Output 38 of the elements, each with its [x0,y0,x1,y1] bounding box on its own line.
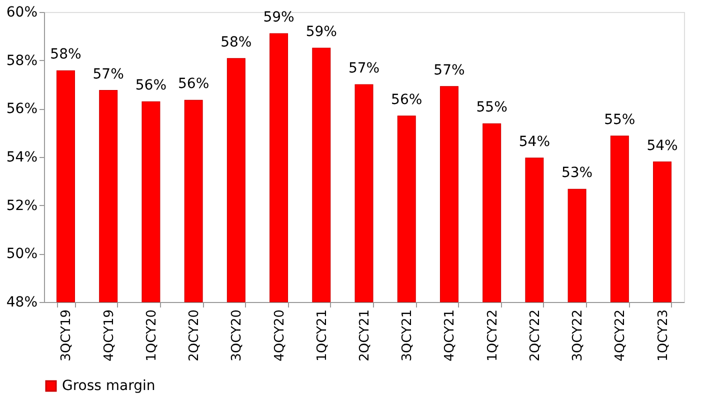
data-label: 56% [135,78,167,94]
x-tick-label: 4QCY20 [272,310,288,362]
data-label: 54% [646,138,678,154]
data-label: 55% [476,100,508,116]
data-label: 54% [518,134,550,150]
data-label: 55% [604,112,636,128]
x-tick-label: 1QCY23 [656,310,671,362]
x-tick-label: 4QCY19 [102,310,117,362]
x-tick-label: 3QCY20 [230,310,245,362]
x-tick-label: 4QCY22 [613,310,628,362]
y-tick-label: 50% [6,246,38,262]
data-label: 58% [220,34,252,50]
data-label: 59% [263,10,294,26]
x-tick-label: 3QCY19 [59,310,74,362]
x-tick-label: 2QCY21 [358,310,372,362]
data-label: 57% [434,62,465,78]
data-label: 57% [348,60,380,76]
data-label: 53% [561,165,593,182]
x-tick-label: 4QCY21 [442,310,458,362]
x-tick-label: 3QCY21 [400,310,416,362]
data-label: 59% [306,24,337,40]
x-tick-label: 1QCY22 [485,310,500,362]
data-label: 57% [92,66,124,82]
y-tick-label: 52% [6,198,38,214]
x-tick-label: 2QCY20 [187,310,202,362]
y-tick-label: 48% [6,294,38,310]
data-label: 56% [391,92,422,108]
y-tick-label: 56% [6,101,38,118]
data-label: 58% [50,46,82,63]
x-tick-label: 3QCY22 [570,310,586,362]
x-tick-label: 2QCY22 [528,310,543,362]
y-tick-label: 60% [6,4,38,20]
data-label: 56% [178,76,210,92]
x-tick-label: 1QCY20 [144,310,160,362]
y-tick-label: 54% [6,150,38,166]
y-tick-label: 58% [6,52,38,69]
x-tick-label: 1QCY21 [314,310,330,362]
legend-label: Gross margin [62,378,156,394]
